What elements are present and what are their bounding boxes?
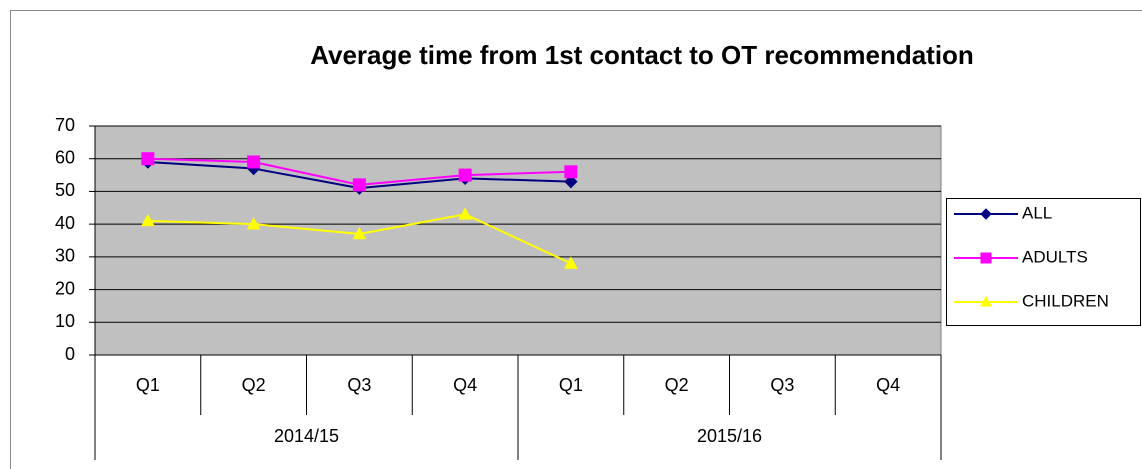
y-tick-label: 70 [55, 115, 75, 135]
marker [246, 217, 261, 230]
y-tick-label: 0 [65, 344, 75, 364]
marker [564, 174, 578, 189]
marker [458, 207, 472, 220]
y-tick-label: 30 [55, 246, 75, 266]
marker [980, 252, 992, 264]
marker [980, 295, 992, 307]
y-tick-label: 10 [55, 311, 75, 331]
marker [141, 213, 155, 227]
y-tick-label: 50 [55, 180, 75, 200]
legend-label: ADULTS [1022, 247, 1088, 266]
x-tick-label: Q4 [876, 375, 900, 395]
x-tick-label: Q2 [665, 375, 689, 395]
marker [352, 226, 367, 240]
y-tick-label: 60 [55, 147, 75, 167]
plot-area [94, 125, 942, 356]
legend-label: ALL [1022, 203, 1052, 222]
marker [247, 155, 261, 169]
group-label: 2014/15 [274, 426, 339, 446]
y-tick-label: 40 [55, 213, 75, 233]
x-tick-label: Q2 [242, 375, 266, 395]
group-label: 2015/16 [697, 426, 762, 446]
x-tick-label: Q4 [453, 375, 477, 395]
marker [980, 208, 992, 220]
y-tick-label: 20 [55, 278, 75, 298]
x-tick-label: Q3 [770, 375, 794, 395]
x-tick-label: Q3 [347, 375, 371, 395]
x-tick-label: Q1 [559, 375, 583, 395]
legend [946, 198, 1141, 326]
x-tick-label: Q1 [136, 375, 160, 395]
marker [564, 165, 578, 179]
marker [352, 178, 366, 192]
marker [141, 152, 155, 166]
marker [458, 168, 472, 182]
legend-label: CHILDREN [1022, 291, 1109, 310]
marker [564, 256, 578, 269]
chart-title: Average time from 1st contact to OT reco… [310, 40, 974, 70]
